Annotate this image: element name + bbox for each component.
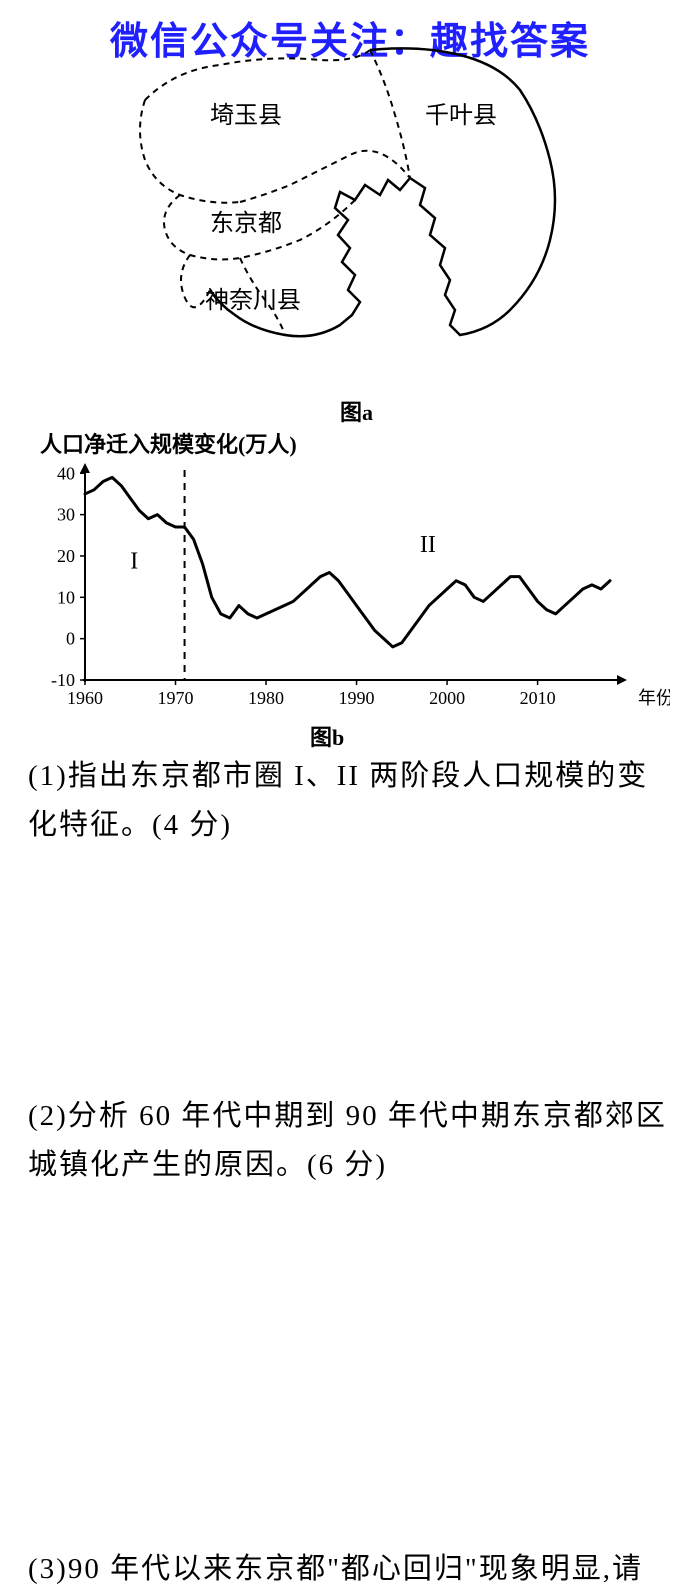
svg-text:10: 10 [57,587,75,607]
map-svg [90,30,610,390]
line-chart: -10010203040196019701980199020002010年份II… [30,455,670,715]
svg-text:1960: 1960 [67,688,103,708]
svg-text:I: I [130,548,138,574]
svg-text:20: 20 [57,546,75,566]
svg-text:-10: -10 [51,670,75,690]
question-2: (2)分析 60 年代中期到 90 年代中期东京都郊区城镇化产生的原因。(6 分… [28,1092,672,1191]
figure-a-caption: 图a [340,395,373,427]
svg-text:1970: 1970 [158,688,194,708]
tokyo-boundary [164,151,410,260]
svg-text:40: 40 [57,463,75,483]
svg-text:2000: 2000 [429,688,465,708]
svg-text:0: 0 [66,629,75,649]
chart-svg: -10010203040196019701980199020002010年份II… [30,455,670,715]
svg-text:1990: 1990 [339,688,375,708]
map-label-saitama: 埼玉县 [210,95,282,130]
svg-text:30: 30 [57,505,75,525]
svg-text:1980: 1980 [248,688,284,708]
svg-text:II: II [420,532,436,558]
map-figure: 埼玉县 千叶县 东京都 神奈川县 [90,30,610,390]
map-label-chiba: 千叶县 [425,95,497,130]
svg-text:年份: 年份 [638,688,670,708]
map-label-kanagawa: 神奈川县 [205,280,301,315]
svg-text:2010: 2010 [520,688,556,708]
chiba-boundary [370,50,410,178]
question-3: (3)90 年代以来东京都"都心回归"现象明显,请 [28,1545,672,1594]
figure-b-caption: 图b [310,720,344,752]
question-1: (1)指出东京都市圈 I、II 两阶段人口规模的变化特征。(4 分) [28,752,672,851]
map-label-tokyo: 东京都 [210,203,282,238]
